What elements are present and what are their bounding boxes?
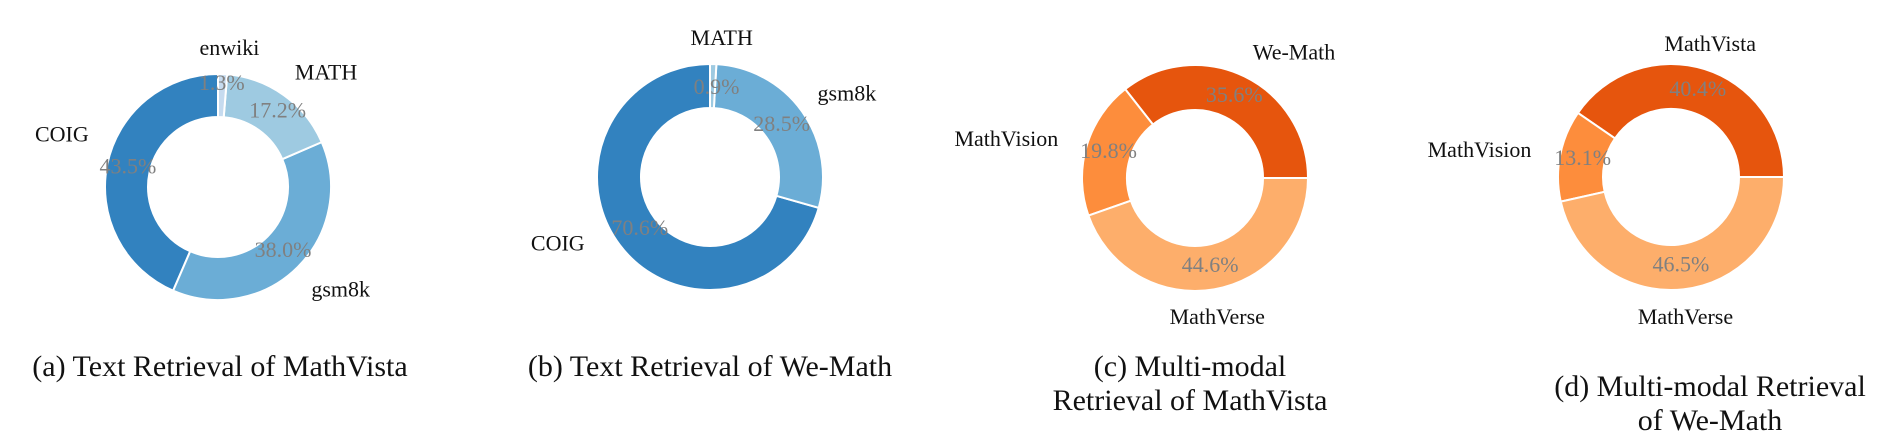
slice-pct-mathverse: 44.6% <box>1182 252 1239 277</box>
slice-mathverse <box>1087 177 1310 292</box>
slice-label-we-math: We-Math <box>1253 39 1336 64</box>
slice-label-mathvision: MathVision <box>1428 137 1532 162</box>
slice-pct-coig: 70.6% <box>611 215 668 240</box>
slice-label-gsm8k: gsm8k <box>311 276 370 301</box>
caption-b: (b) Text Retrieval of We-Math <box>527 350 893 383</box>
slice-label-math: MATH <box>691 25 753 50</box>
panel-text-retrieval-mathvista: COIG 43.5% gsm8k 38.0% MATH 17.2% enwiki 1.3% (… <box>0 0 440 446</box>
slice-pct-coig: 43.5% <box>99 153 156 178</box>
donut-chart-multimodal-retrieval-mathvista: We-Math 35.6% MathVision 19.8% MathVerse 44.6… <box>954 39 1336 329</box>
slice-pct-mathvista: 40.4% <box>1669 76 1726 101</box>
panel-multimodal-retrieval-wemath: MathVista 40.4% MathVision 13.1% MathVerse 46… <box>1428 0 1903 446</box>
slice-pct-mathverse: 46.5% <box>1652 252 1709 277</box>
slice-label-enwiki: enwiki <box>199 35 259 60</box>
donut-chart-text-retrieval-wemath: COIG 70.6% gsm8k 28.5% MATH 0.9% <box>531 25 877 291</box>
slice-pct-we-math: 35.6% <box>1206 82 1263 107</box>
slice-pct-math: 17.2% <box>249 97 306 122</box>
slice-label-mathverse: MathVerse <box>1170 304 1265 329</box>
slice-pct-mathvision: 13.1% <box>1554 145 1611 170</box>
slice-math <box>709 62 718 110</box>
slice-label-coig: COIG <box>531 231 585 256</box>
donut-chart-multimodal-retrieval-wemath: MathVista 40.4% MathVision 13.1% MathVerse 46… <box>1428 31 1786 329</box>
caption-a: (a) Text Retrieval of MathVista <box>32 350 408 383</box>
slice-coig <box>596 62 820 291</box>
slice-label-math: MATH <box>295 60 357 85</box>
panel-multimodal-retrieval-mathvista: We-Math 35.6% MathVision 19.8% MathVerse 44.6… <box>954 0 1425 446</box>
slice-we-math <box>1123 64 1310 179</box>
panel-text-retrieval-wemath: COIG 70.6% gsm8k 28.5% MATH 0.9% (b) Text Ret… <box>480 0 940 446</box>
slice-mathvista <box>1576 63 1786 178</box>
slice-label-mathvision: MathVision <box>954 126 1058 151</box>
slice-enwiki <box>217 72 229 119</box>
slice-gsm8k <box>171 140 332 301</box>
slice-pct-gsm8k: 38.0% <box>255 237 312 262</box>
slice-label-gsm8k: gsm8k <box>818 80 877 105</box>
donut-chart-text-retrieval-mathvista: COIG 43.5% gsm8k 38.0% MATH 17.2% enwiki 1.3% <box>35 35 370 301</box>
slice-label-mathvista: MathVista <box>1664 31 1756 56</box>
slice-pct-math: 0.9% <box>694 74 740 99</box>
caption-c: (c) Multi-modal Retrieval of MathVista <box>1052 350 1328 417</box>
slice-pct-enwiki: 1.3% <box>199 70 245 95</box>
slice-pct-gsm8k: 28.5% <box>753 111 810 136</box>
slice-label-coig: COIG <box>35 121 89 146</box>
caption-d: (d) Multi-modal Retrieval of We-Math <box>1554 370 1866 437</box>
slice-pct-mathvision: 19.8% <box>1080 138 1137 163</box>
slice-gsm8k <box>712 63 824 210</box>
slice-coig <box>104 72 219 293</box>
slice-label-mathverse: MathVerse <box>1638 304 1733 329</box>
slice-mathverse <box>1559 176 1786 291</box>
